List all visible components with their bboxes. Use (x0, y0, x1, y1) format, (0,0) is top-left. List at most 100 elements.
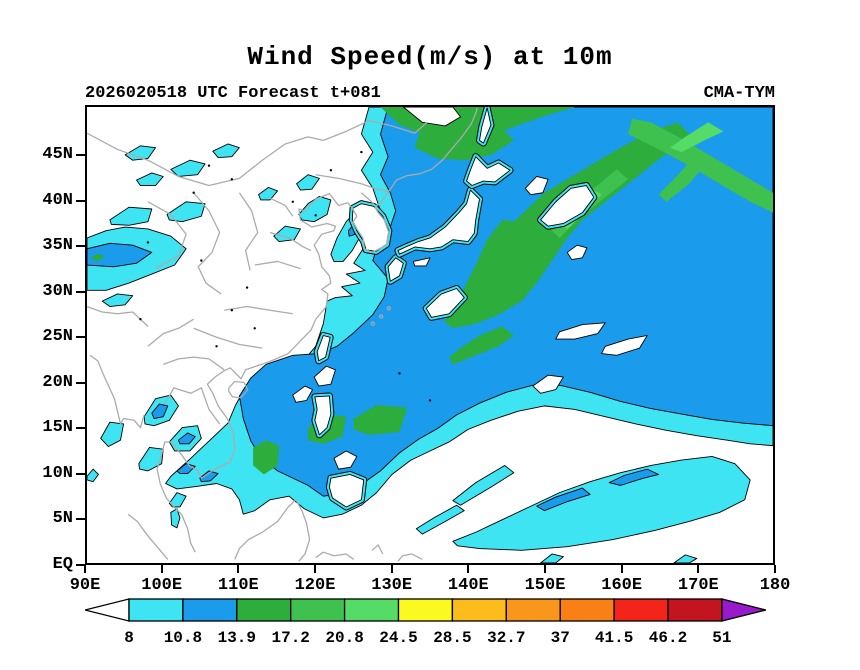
lon-tick-label: 90E (69, 576, 101, 595)
lon-tick-label: 160E (601, 576, 643, 595)
contour-speck (207, 164, 211, 167)
lat-tick-mark (76, 381, 85, 384)
lon-tick-label: 110E (217, 576, 259, 595)
lon-tick-mark (774, 565, 776, 573)
lon-tick-mark (84, 565, 86, 573)
coastline-border (164, 387, 221, 425)
contour-speck (245, 286, 249, 289)
calm-hole (555, 322, 606, 340)
calm-hole (540, 185, 595, 227)
contour-speck (230, 178, 234, 181)
coastline-border (87, 305, 149, 327)
calm-hole (292, 385, 314, 403)
colorbar-segment (505, 598, 561, 622)
lat-tick-label: 25N (42, 327, 73, 347)
wind-region-8ms-southeast (452, 455, 751, 551)
lon-tick-mark (467, 565, 470, 573)
calm-hole (566, 244, 588, 261)
coastline-border (360, 192, 375, 205)
island-sakhalin (479, 107, 492, 144)
lat-tick-mark (76, 336, 85, 339)
blue-core-tibet (87, 242, 153, 268)
lat-tick-mark (76, 518, 85, 521)
page-title: Wind Speed(m/s) at 10m (247, 42, 613, 72)
colorbar-segment (236, 598, 292, 622)
coastline-border (269, 197, 294, 217)
colorbar-label: 32.7 (487, 629, 525, 647)
lat-tick-label: 5N (52, 509, 73, 529)
coastline-border (147, 201, 187, 270)
lat-tick-label: EQ (52, 555, 73, 574)
cyan-sliver (452, 465, 515, 506)
coastline-border (147, 318, 195, 347)
island-mark (370, 321, 376, 326)
lon-tick-mark (697, 565, 700, 573)
cyan-patch (136, 172, 164, 186)
lat-tick-mark (76, 564, 85, 566)
lon-tick-label: 180 (759, 576, 791, 595)
coastline-border (193, 192, 222, 295)
lon-tick-label: 130E (371, 576, 413, 595)
blue-core (151, 403, 169, 420)
cyan-patch (166, 201, 206, 223)
island-mindanao (328, 474, 365, 508)
coastline-border (163, 356, 225, 371)
lat-tick-mark (76, 427, 85, 430)
contour-speck (314, 214, 317, 217)
colorbar-overflow-arrow (721, 598, 767, 622)
colorbar-label: 46.2 (649, 629, 687, 647)
cyan-patch (258, 186, 279, 201)
cyan-patch (100, 421, 125, 447)
lon-tick-label: 170E (677, 576, 719, 595)
colorbar-label: 37 (551, 629, 570, 647)
lon-tick-mark (237, 565, 240, 573)
calm-hole (601, 335, 648, 356)
light-green-patch (658, 158, 705, 202)
lon-tick-mark (390, 565, 393, 573)
green-patch (456, 219, 528, 311)
bright-green-patch (670, 122, 724, 153)
cyan-patch (170, 159, 206, 177)
lon-tick-mark (620, 565, 623, 573)
lat-tick-mark (76, 290, 85, 293)
green-patch (449, 326, 514, 365)
colorbar-segment (343, 598, 400, 622)
cyan-patch-indochina (138, 446, 164, 472)
cyan-patch (273, 225, 301, 242)
lat-tick-label: 15N (42, 418, 73, 438)
island-taiwan (316, 335, 331, 362)
colorbar-segment (559, 598, 615, 622)
lat-tick-mark (76, 154, 85, 157)
lat-tick-label: 30N (42, 281, 73, 301)
coastline-border (193, 327, 263, 349)
blue-core (178, 432, 196, 445)
island-honshu (397, 189, 480, 255)
coastline-border (127, 513, 169, 560)
colorbar: 8 10.8 13.9 17.2 20.8 24.5 28.5 32.7 37 41.5 46.2 5… (85, 598, 767, 647)
colorbar-label: 17.2 (271, 629, 309, 647)
calm-hole (524, 176, 549, 196)
cyan-patch-bohai (298, 195, 332, 223)
lon-tick-label: 120E (294, 576, 336, 595)
island-hokkaido (466, 156, 511, 186)
colorbar-label: 10.8 (164, 629, 202, 647)
coastline-border (347, 107, 478, 254)
colorbar-underflow-arrow (85, 598, 130, 622)
lat-tick-label: 45N (42, 145, 73, 165)
colorbar-label: 28.5 (433, 629, 471, 647)
coastline-border (371, 544, 384, 555)
colorbar-label: 13.9 (218, 629, 256, 647)
colorbar-segment (613, 598, 669, 622)
lat-tick-label: 40N (42, 190, 73, 210)
cyan-patch (673, 554, 698, 563)
coastline-border (397, 553, 423, 562)
colorbar-label: 20.8 (325, 629, 363, 647)
contour-speck (200, 259, 203, 262)
lat-tick-mark (76, 245, 85, 248)
island-kyushu (387, 257, 404, 282)
cyan-patch (87, 468, 99, 483)
lon-tick-mark (544, 565, 546, 573)
green-dot (90, 253, 105, 262)
colorbar-segment (667, 598, 723, 622)
